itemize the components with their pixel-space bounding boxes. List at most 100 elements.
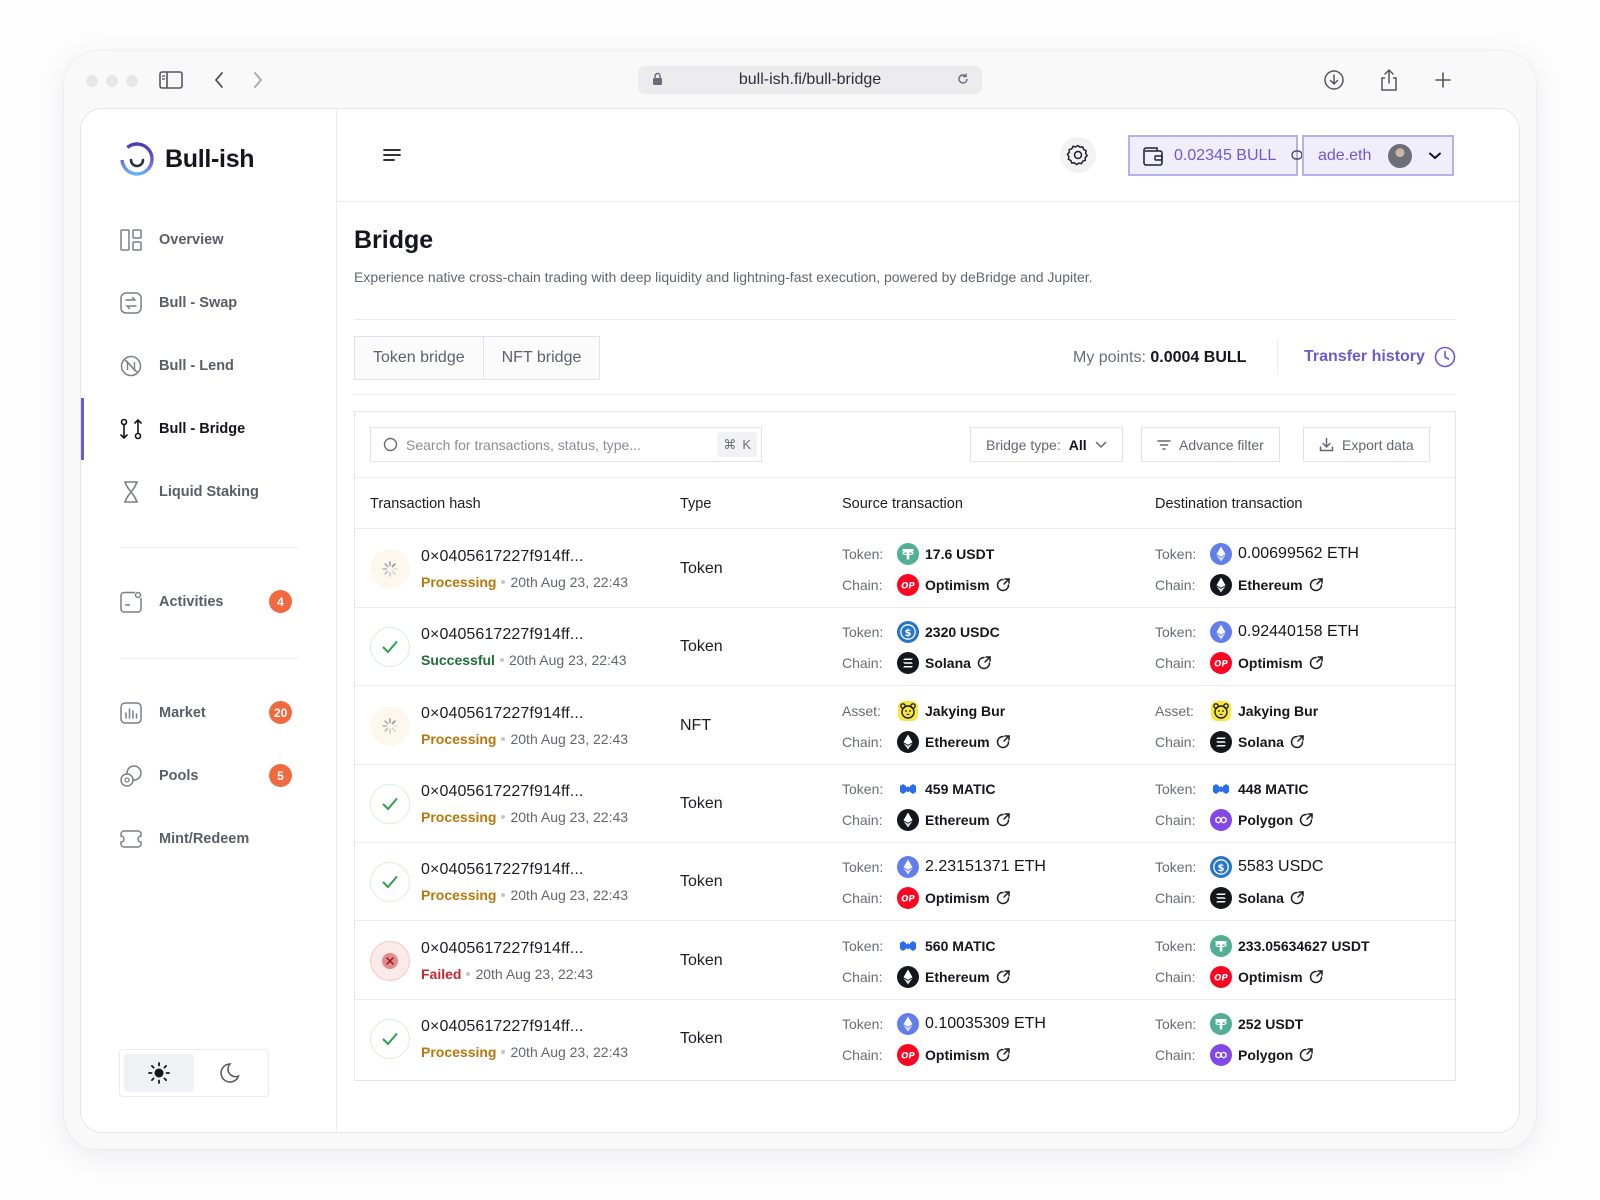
sidebar-item-bridge[interactable]: Bull - Bridge	[81, 398, 336, 460]
column-header-source[interactable]: Source transaction	[842, 496, 963, 512]
sidebar-item-lend[interactable]: Bull - Lend	[81, 335, 336, 397]
destination-chain-label: Chain:	[1155, 733, 1196, 750]
transaction-status-line: Processing 20th Aug 23, 22:43	[421, 731, 628, 747]
sidebar-item-activities[interactable]: Activities 4	[81, 571, 336, 633]
external-link-icon[interactable]	[995, 969, 1011, 985]
tab-nft-bridge[interactable]: NFT bridge	[483, 337, 600, 379]
table-row[interactable]: 0×0405617227f914ff... Processing 20th Aug…	[355, 687, 1455, 765]
column-header-destination[interactable]: Destination transaction	[1155, 496, 1303, 512]
bridge-type-value: All	[1068, 436, 1087, 453]
external-link-icon[interactable]	[1308, 655, 1324, 671]
table-row[interactable]: 0×0405617227f914ff... Processing 20th Aug…	[355, 530, 1455, 608]
table-row[interactable]: 0×0405617227f914ff... Failed 20th Aug 23,…	[355, 922, 1455, 1000]
external-link-icon[interactable]	[1298, 812, 1314, 828]
eth-icon	[1210, 621, 1232, 644]
divider	[354, 394, 1456, 395]
window-close-button[interactable]	[86, 75, 98, 87]
menu-icon[interactable]	[380, 143, 404, 167]
sidebar-item-market[interactable]: Market 20	[81, 682, 336, 744]
external-link-icon[interactable]	[1289, 890, 1305, 906]
search-input[interactable]: Search for transactions, status, type...…	[370, 427, 762, 462]
destination-asset: Token: 252 USDT	[1155, 1012, 1303, 1035]
transaction-hash[interactable]: 0×0405617227f914ff...	[421, 626, 584, 644]
sidebar-toggle-icon[interactable]	[156, 65, 186, 95]
window-minimize-button[interactable]	[106, 75, 118, 87]
transaction-hash[interactable]: 0×0405617227f914ff...	[421, 1017, 584, 1035]
svg-text:OP: OP	[1214, 660, 1228, 670]
search-placeholder: Search for transactions, status, type...	[406, 436, 641, 453]
column-header-type[interactable]: Type	[680, 496, 712, 512]
sidebar-item-label: Liquid Staking	[159, 484, 259, 500]
external-link-icon[interactable]	[995, 734, 1011, 750]
avatar	[1388, 144, 1412, 168]
account-button[interactable]: ade.eth	[1302, 135, 1454, 176]
transaction-hash[interactable]: 0×0405617227f914ff...	[421, 861, 584, 879]
external-link-icon[interactable]	[995, 577, 1011, 593]
page-subtitle: Experience native cross-chain trading wi…	[354, 269, 1093, 285]
sidebar-item-mint-redeem[interactable]: Mint/Redeem	[81, 808, 336, 870]
separator-dot	[499, 658, 504, 663]
back-icon[interactable]	[204, 65, 234, 95]
advance-filter-button[interactable]: Advance filter	[1141, 427, 1280, 462]
check-icon	[370, 783, 410, 824]
reload-icon[interactable]	[956, 72, 970, 91]
transaction-type: Token	[680, 951, 723, 969]
export-data-button[interactable]: Export data	[1303, 427, 1430, 462]
window-maximize-button[interactable]	[126, 75, 138, 87]
bridge-type-dropdown[interactable]: Bridge type: All	[970, 427, 1123, 462]
source-chain-label: Chain:	[842, 733, 883, 750]
sidebar-item-swap[interactable]: Bull - Swap	[81, 272, 336, 334]
external-link-icon[interactable]	[976, 655, 992, 671]
address-bar[interactable]: bull-ish.fi/bull-bridge	[638, 66, 982, 94]
external-link-icon[interactable]	[1308, 969, 1324, 985]
transaction-date: 20th Aug 23, 22:43	[510, 887, 629, 904]
forward-icon[interactable]	[243, 65, 273, 95]
source-asset-value: 560 MATIC	[925, 937, 996, 954]
external-link-icon[interactable]	[1308, 577, 1324, 593]
transaction-hash[interactable]: 0×0405617227f914ff...	[421, 704, 584, 722]
transaction-hash[interactable]: 0×0405617227f914ff...	[421, 548, 584, 565]
external-link-icon[interactable]	[995, 1047, 1011, 1063]
destination-asset: Token: 448 MATIC	[1155, 778, 1309, 800]
table-row[interactable]: 0×0405617227f914ff... Processing 20th Aug…	[355, 843, 1455, 922]
bridge-tabs: Token bridge NFT bridge	[354, 336, 601, 380]
transfer-history-link[interactable]: Transfer history	[1304, 346, 1456, 368]
table-row[interactable]: 0×0405617227f914ff... Processing 20th Aug…	[355, 1000, 1455, 1078]
download-icon[interactable]	[1319, 65, 1349, 95]
external-link-icon[interactable]	[995, 812, 1011, 828]
swap-icon	[120, 292, 142, 314]
logo[interactable]: Bull-ish	[119, 141, 255, 177]
sidebar-item-overview[interactable]: Overview	[81, 209, 336, 271]
share-icon[interactable]	[1374, 65, 1404, 95]
shortcut-key: K	[742, 437, 751, 452]
transaction-hash[interactable]: 0×0405617227f914ff...	[421, 782, 584, 800]
table-row[interactable]: 0×0405617227f914ff... Successful 20th Aug…	[355, 608, 1455, 687]
wallet-balance-button[interactable]: 0.02345 BULL	[1128, 135, 1298, 176]
theme-toggle	[119, 1049, 269, 1097]
nft-avatar-icon	[897, 700, 919, 722]
external-link-icon[interactable]	[995, 890, 1011, 906]
polygon-icon	[1210, 808, 1232, 831]
ticket-icon	[120, 828, 142, 850]
tab-token-bridge[interactable]: Token bridge	[355, 337, 484, 379]
light-theme-button[interactable]	[124, 1054, 194, 1092]
sidebar-item-label: Market	[159, 705, 206, 721]
new-tab-icon[interactable]	[1428, 65, 1458, 95]
source-asset: Token: 2.23151371 ETH	[842, 856, 1046, 879]
source-asset: Asset: Jakying Bur	[842, 700, 1005, 722]
column-header-hash[interactable]: Transaction hash	[370, 496, 481, 512]
spinner-icon	[370, 549, 410, 589]
table-row[interactable]: 0×0405617227f914ff... Processing 20th Aug…	[355, 765, 1455, 843]
settings-button[interactable]	[1060, 137, 1096, 173]
chevron-down-icon	[1428, 148, 1442, 166]
external-link-icon[interactable]	[1298, 1047, 1314, 1063]
dark-theme-button[interactable]	[194, 1054, 264, 1092]
sidebar-item-liquid-staking[interactable]: Liquid Staking	[81, 461, 336, 523]
transaction-hash[interactable]: 0×0405617227f914ff...	[421, 939, 584, 957]
source-chain-value: Ethereum	[925, 811, 990, 828]
external-link-icon[interactable]	[1289, 734, 1305, 750]
sidebar-item-pools[interactable]: Pools 5	[81, 745, 336, 807]
matic-icon	[897, 778, 919, 800]
ethereum-icon	[897, 965, 919, 988]
transaction-type: Token	[680, 560, 723, 577]
